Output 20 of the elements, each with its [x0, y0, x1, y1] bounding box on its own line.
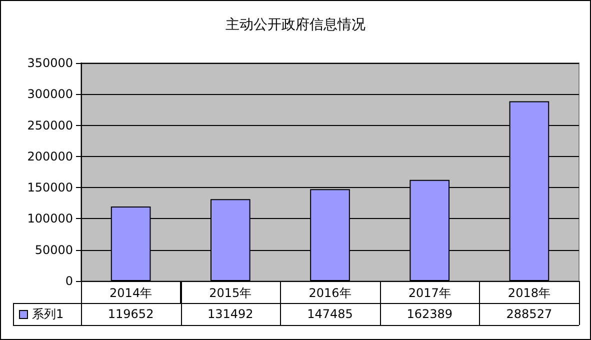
y-tick-label: 150000 [27, 180, 73, 195]
data-label: 147485 [306, 306, 354, 323]
y-tick-label: 50000 [34, 242, 73, 257]
y-tick-label: 250000 [27, 118, 73, 132]
y-tick-label: 100000 [27, 212, 73, 226]
y-tick-label: 350000 [27, 56, 73, 70]
data-label: 119652 [106, 306, 155, 323]
data-label: 162389 [406, 306, 454, 323]
x-tick-label: 2016年 [308, 286, 352, 300]
data-label: 131492 [206, 306, 254, 323]
y-tick-label: 200000 [27, 149, 73, 164]
legend-label: 系列1 [31, 306, 65, 323]
x-tick-label: 2018年 [508, 286, 550, 300]
data-label: 288527 [505, 306, 554, 323]
x-tick-label: 2014年 [110, 286, 152, 300]
y-tick-label: 0 [65, 274, 73, 288]
y-tick-label: 300000 [27, 87, 73, 102]
chart-title: 主动公开政府信息情况 [226, 17, 366, 33]
x-tick-label: 2017年 [408, 286, 451, 300]
x-tick-label: 2015年 [209, 286, 252, 300]
